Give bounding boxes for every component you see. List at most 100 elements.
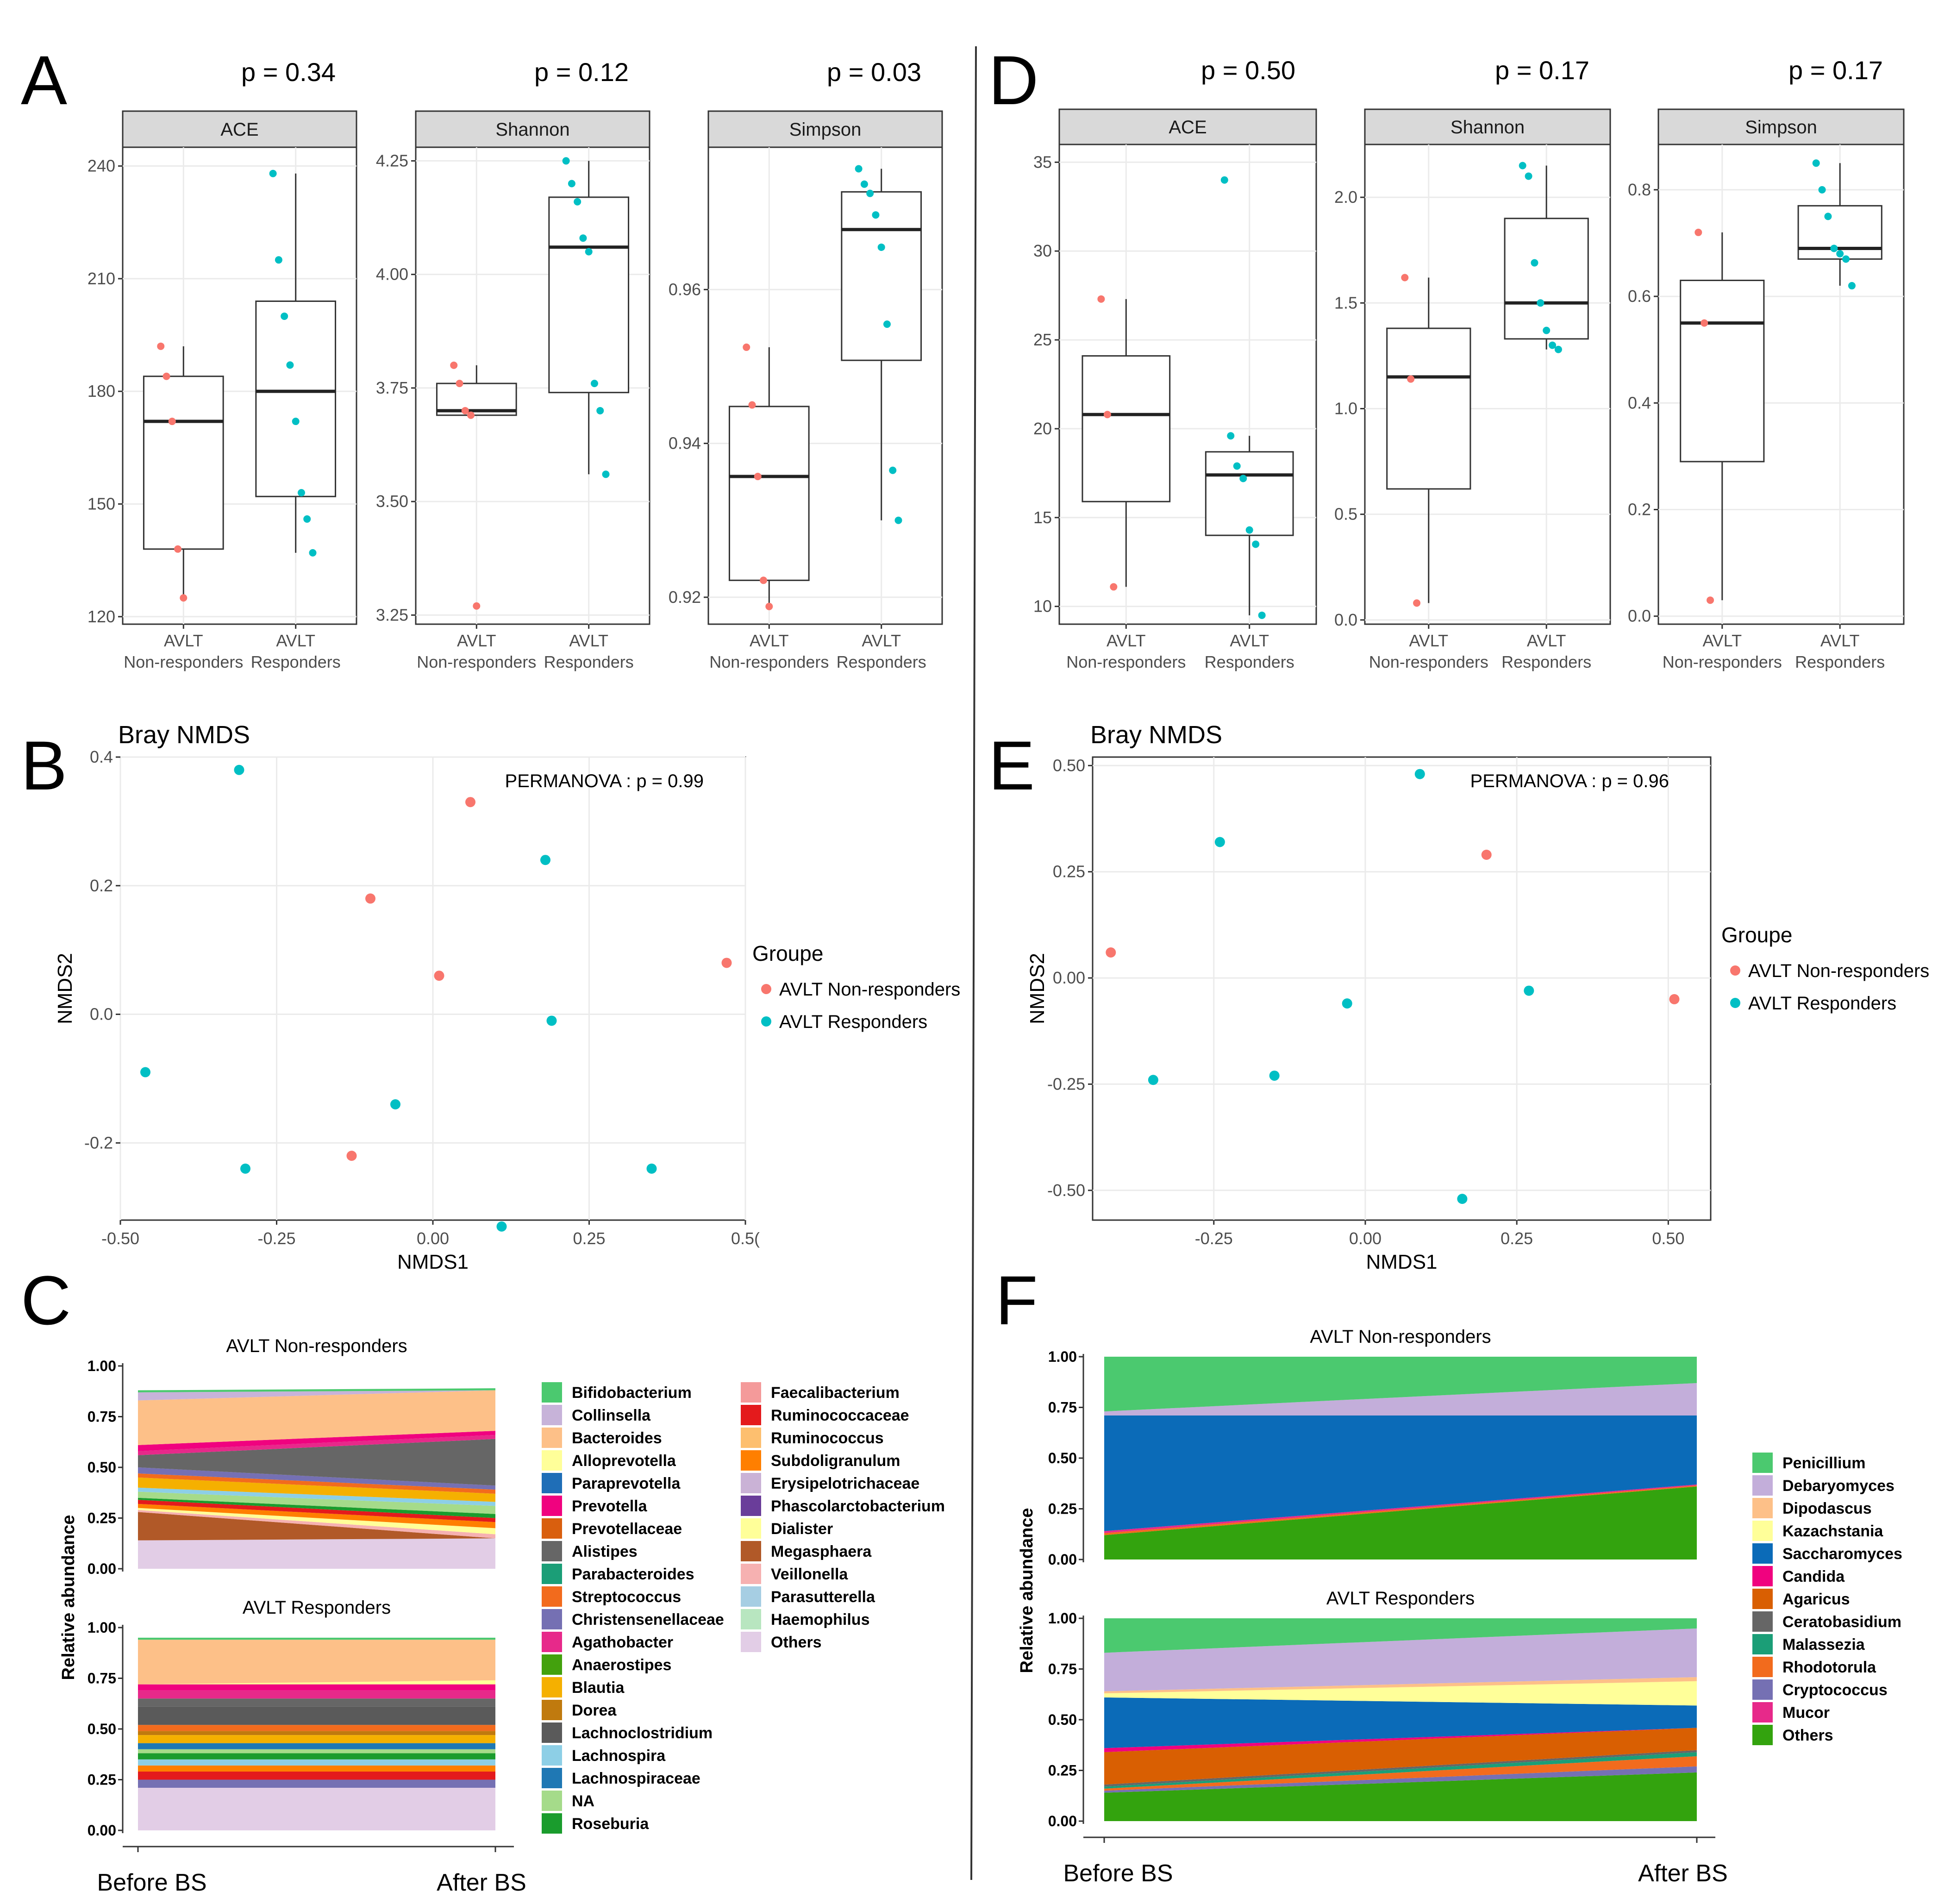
facet-non-responders: AVLT Non-responders 0.00 0.25 0.50 0.75 1.00 <box>88 1336 495 1577</box>
data-point <box>1233 462 1241 470</box>
area-layer <box>1104 1772 1697 1821</box>
legend-label: Haemophilus <box>771 1611 869 1628</box>
x-tick-label-line1: AVLT <box>1702 631 1742 650</box>
legend: Penicillium Debaryomyces Dipodascus Kazachs… <box>1752 1453 1902 1745</box>
data-point <box>748 401 756 409</box>
x-tick-label-line2: Responders <box>1795 652 1885 671</box>
data-point <box>450 361 458 369</box>
legend-label: Streptococcus <box>572 1588 681 1606</box>
facet-non-responders: AVLT Non-responders 0.00 0.25 0.50 0.75 1.00 <box>1048 1327 1697 1568</box>
x-tick-label: 0.00 <box>1349 1229 1382 1248</box>
x-tick-label-line1: AVLT <box>164 631 203 650</box>
legend-swatch <box>741 1473 761 1493</box>
legend-swatch <box>542 1450 562 1471</box>
legend-label: Parasutterella <box>771 1588 875 1606</box>
data-point <box>1830 244 1838 252</box>
y-tick-label: 1.00 <box>1048 1610 1077 1627</box>
area-layer <box>138 1759 495 1766</box>
legend-swatch <box>741 1382 761 1403</box>
data-point <box>1214 837 1225 847</box>
y-tick-label: 0.94 <box>669 434 701 453</box>
x-tick-label: 0.25 <box>573 1229 605 1248</box>
y-tick-label: 0.2 <box>1628 500 1651 519</box>
legend-swatch <box>542 1632 562 1652</box>
facet-strip <box>122 110 357 148</box>
data-point <box>1537 299 1544 307</box>
data-point <box>473 602 481 610</box>
area-layer <box>138 1390 495 1401</box>
data-point <box>860 180 868 188</box>
legend-swatch <box>542 1609 562 1629</box>
y-tick-label: 0.2 <box>90 876 113 895</box>
area-layer <box>138 1749 495 1754</box>
area-layer <box>138 1731 495 1735</box>
legend-title: Groupe <box>1721 923 1792 947</box>
legend-swatch <box>542 1518 562 1539</box>
facet-strip <box>415 110 650 148</box>
data-point <box>346 1151 357 1161</box>
box-iqr <box>548 196 630 394</box>
data-point <box>883 320 891 328</box>
data-point <box>292 418 300 426</box>
data-point <box>1836 250 1844 257</box>
y-tick-label: 0.00 <box>88 1560 116 1577</box>
area-layer <box>138 1439 495 1486</box>
x-tick-label-line1: AVLT <box>569 631 608 650</box>
legend-label: Kazachstania <box>1782 1522 1883 1540</box>
y-tick-label: 0.0 <box>1334 610 1357 629</box>
y-tick-label: 0.50 <box>1048 1450 1077 1466</box>
p-value-label: p = 0.50 <box>1201 56 1295 85</box>
area-layer <box>1104 1628 1697 1691</box>
facet-title: AVLT Non-responders <box>1310 1327 1491 1347</box>
area-layer <box>138 1690 495 1699</box>
area-layer <box>138 1698 495 1707</box>
data-point <box>1106 947 1116 958</box>
legend-label: Saccharomyces <box>1782 1545 1902 1563</box>
data-point <box>721 958 732 968</box>
legend-swatch <box>1752 1634 1773 1654</box>
box-iqr <box>728 406 810 581</box>
panel-f-taxa-composition: AVLT Non-responders0.000.250.500.751.00A… <box>1017 1327 1902 1887</box>
area-layer <box>1104 1766 1697 1793</box>
data-point <box>1245 526 1253 534</box>
data-point <box>1252 540 1260 548</box>
legend-swatch <box>542 1382 562 1403</box>
x-axis-title: NMDS1 <box>397 1251 469 1273</box>
area-layer <box>138 1680 495 1685</box>
y-tick-label: 0.50 <box>1048 1711 1077 1728</box>
y-tick-label: 0.00 <box>1048 1813 1077 1829</box>
y-tick-label: 0.5 <box>1334 505 1357 524</box>
data-point <box>1342 998 1352 1009</box>
data-point <box>456 380 463 388</box>
x-tick-label-line2: Non-responders <box>1369 652 1488 671</box>
boxplot-a-ace: ACE p = 0.34 120 150 180 210 240 AVLT Non-respon… <box>88 57 357 671</box>
panel-d-alpha-diversity: ACE p = 0.50 10 15 20 25 30 35 AVLT Non-responder… <box>1033 56 1905 671</box>
y-tick-label: 30 <box>1033 241 1052 260</box>
plot-title: Bray NMDS <box>1090 721 1222 749</box>
data-point <box>889 466 897 474</box>
legend-label: Lachnospiraceae <box>572 1770 700 1787</box>
data-point <box>760 576 768 584</box>
area-layer <box>1104 1697 1697 1748</box>
y-tick-label: 20 <box>1033 419 1052 438</box>
data-point <box>877 243 885 251</box>
legend-swatch <box>542 1700 562 1720</box>
area-layer <box>138 1497 495 1518</box>
y-tick-label: 3.75 <box>376 378 408 397</box>
legend: Groupe AVLT Non-responders AVLT Responders <box>752 941 960 1032</box>
y-axis-title: NMDS2 <box>54 953 76 1024</box>
legend-swatch <box>542 1654 562 1675</box>
legend-label: Faecalibacterium <box>771 1384 900 1402</box>
facet-strip <box>1058 108 1317 145</box>
data-point <box>163 372 170 380</box>
legend-swatch <box>542 1541 562 1561</box>
legend-swatch <box>741 1632 761 1652</box>
data-point <box>562 157 570 165</box>
legend-swatch <box>741 1564 761 1584</box>
facet-title: AVLT Responders <box>243 1597 391 1618</box>
legend-label: Anaerostipes <box>572 1656 671 1674</box>
facet-strip-label: Shannon <box>495 119 569 140</box>
facet-title: AVLT Responders <box>1326 1588 1475 1609</box>
